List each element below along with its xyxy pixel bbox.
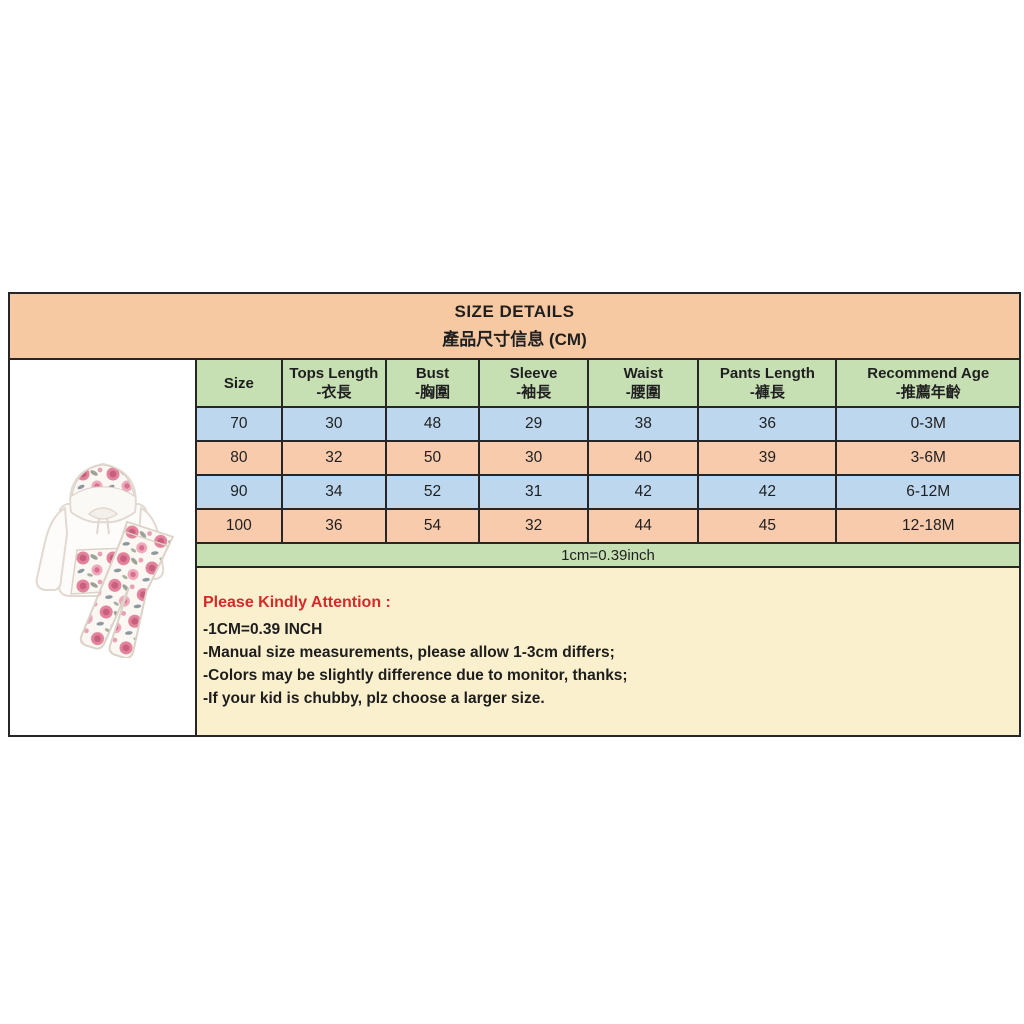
product-photo xyxy=(35,462,175,658)
size-cell: 3-6M xyxy=(835,440,1019,476)
size-cell: 30 xyxy=(280,406,388,442)
size-cell: 80 xyxy=(197,440,283,476)
size-cell: 50 xyxy=(385,440,480,476)
size-cell: 36 xyxy=(697,406,838,442)
size-cell: 38 xyxy=(587,406,700,442)
size-chart-sheet: SIZE DETAILS 產品尺寸信息 (CM) xyxy=(8,292,1021,737)
attention-line: -Manual size measurements, please allow … xyxy=(203,644,615,661)
size-cell: 42 xyxy=(697,474,838,510)
size-cell: 31 xyxy=(477,474,590,510)
size-cell: 52 xyxy=(385,474,480,510)
title-banner: SIZE DETAILS 產品尺寸信息 (CM) xyxy=(10,294,1019,360)
size-cell: 40 xyxy=(587,440,700,476)
size-cell: 0-3M xyxy=(835,406,1019,442)
size-cell: 48 xyxy=(385,406,480,442)
banner-title: SIZE DETAILS xyxy=(454,302,575,321)
size-cell: 100 xyxy=(197,508,283,544)
column-header: Tops Length -衣長 xyxy=(280,360,388,408)
attention-line: -If your kid is chubby, plz choose a lar… xyxy=(203,690,545,707)
size-cell: 36 xyxy=(280,508,388,544)
size-cell: 6-12M xyxy=(835,474,1019,510)
attention-line: -1CM=0.39 INCH xyxy=(203,621,323,638)
size-cell: 90 xyxy=(197,474,283,510)
size-cell: 44 xyxy=(587,508,700,544)
column-header: Pants Length -褲長 xyxy=(697,360,838,408)
size-row: 90 34 52 31 42 42 6-12M xyxy=(197,474,1019,510)
unit-note-row: 1cm=0.39inch xyxy=(197,544,1019,568)
size-table-head-row: Size Tops Length -衣長 Bust -胸圍 Sleeve -袖長 Waist -… xyxy=(197,360,1019,408)
size-row: 100 36 54 32 44 45 12-18M xyxy=(197,508,1019,544)
size-cell: 34 xyxy=(280,474,388,510)
size-cell: 12-18M xyxy=(835,508,1019,544)
attention-heading: Please Kindly Attention : xyxy=(203,594,391,611)
size-table: Size Tops Length -衣長 Bust -胸圍 Sleeve -袖長 Waist -… xyxy=(197,360,1019,544)
size-cell: 54 xyxy=(385,508,480,544)
sheet-body: Size Tops Length -衣長 Bust -胸圍 Sleeve -袖長 Waist -… xyxy=(10,360,1019,735)
size-cell: 30 xyxy=(477,440,590,476)
table-area: Size Tops Length -衣長 Bust -胸圍 Sleeve -袖長 Waist -… xyxy=(197,360,1019,735)
column-header: Bust -胸圍 xyxy=(385,360,480,408)
size-cell: 70 xyxy=(197,406,283,442)
attention-line: -Colors may be slightly difference due t… xyxy=(203,667,628,684)
column-header: Sleeve -袖長 xyxy=(477,360,590,408)
column-header: Waist -腰圍 xyxy=(587,360,700,408)
banner-subtitle: 產品尺寸信息 (CM) xyxy=(442,330,587,349)
size-cell: 32 xyxy=(477,508,590,544)
column-header: Size xyxy=(197,360,283,408)
unit-note: 1cm=0.39inch xyxy=(561,546,655,564)
size-cell: 45 xyxy=(697,508,838,544)
size-cell: 32 xyxy=(280,440,388,476)
size-cell: 42 xyxy=(587,474,700,510)
product-photo-cell xyxy=(10,360,197,735)
size-row: 70 30 48 29 38 36 0-3M xyxy=(197,406,1019,442)
attention-lines: -1CM=0.39 INCH -Manual size measurements,… xyxy=(203,618,1009,710)
size-cell: 39 xyxy=(697,440,838,476)
size-row: 80 32 50 30 40 39 3-6M xyxy=(197,440,1019,476)
size-cell: 29 xyxy=(477,406,590,442)
attention-box: Please Kindly Attention : -1CM=0.39 INCH… xyxy=(197,568,1019,735)
column-header: Recommend Age -推薦年齡 xyxy=(835,360,1019,408)
